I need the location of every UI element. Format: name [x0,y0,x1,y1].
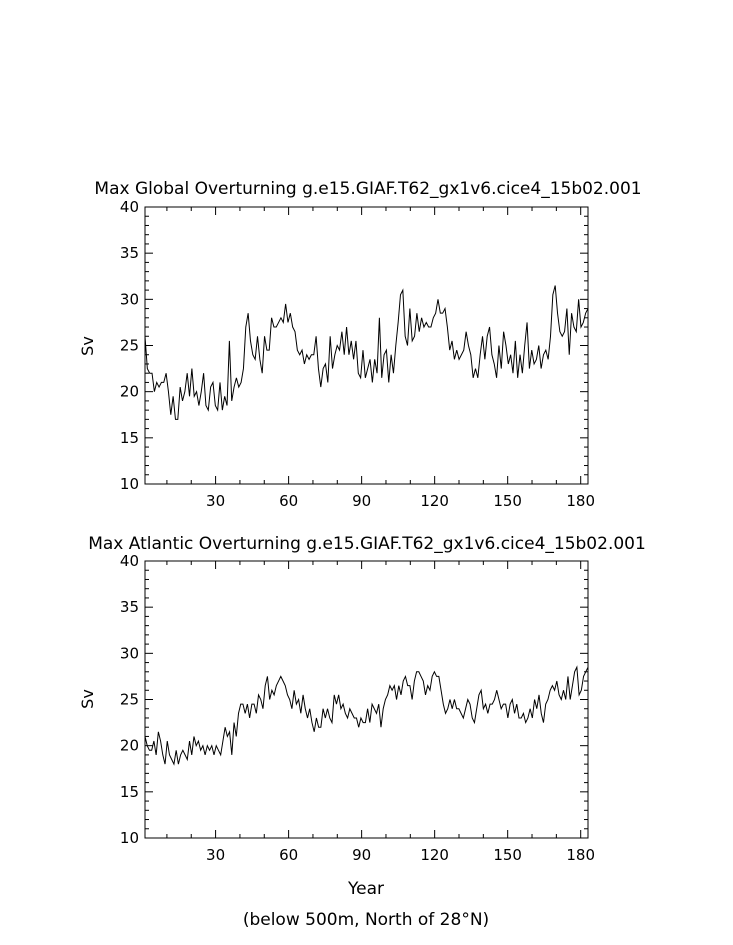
x-tick-label: 150 [493,492,522,510]
x-tick-label: 60 [279,492,298,510]
y-tick-label: 40 [120,552,139,570]
x-tick-label: 150 [493,846,522,864]
y-tick-labels: 10 15 20 25 30 35 40 [120,552,139,847]
y-tick-label: 20 [120,737,139,755]
atlantic-overturning-series-line [144,665,589,766]
axis-ticks [145,560,588,839]
y-tick-label: 35 [120,598,139,616]
plot-frame [144,206,589,485]
x-tick-label: 30 [206,846,225,864]
x-tick-label: 90 [352,846,371,864]
atlantic-overturning-panel: Max Atlantic Overturning g.e15.GIAF.T62_… [78,534,646,930]
x-axis-label: Year [347,879,384,899]
y-axis-label: Sv [78,336,97,356]
y-tick-label: 10 [120,475,139,493]
global-overturning-panel: Max Global Overturning g.e15.GIAF.T62_gx… [78,179,642,510]
axis-ticks [145,206,588,485]
x-tick-label: 90 [352,492,371,510]
y-tick-label: 30 [120,644,139,662]
chart-title: Max Global Overturning g.e15.GIAF.T62_gx… [94,179,641,199]
y-tick-label: 25 [120,337,139,355]
x-tick-label: 180 [566,492,595,510]
x-tick-label: 60 [279,846,298,864]
x-tick-label: 30 [206,492,225,510]
y-tick-label: 15 [120,783,139,801]
y-tick-label: 15 [120,429,139,447]
y-tick-label: 25 [120,691,139,709]
y-tick-label: 10 [120,829,139,847]
y-axis-label: Sv [78,689,97,709]
y-tick-label: 30 [120,290,139,308]
x-tick-labels: 30 60 90 120 150 180 [206,492,595,510]
y-tick-label: 40 [120,198,139,216]
chart-title: Max Atlantic Overturning g.e15.GIAF.T62_… [88,534,646,554]
x-tick-labels: 30 60 90 120 150 180 [206,846,595,864]
global-overturning-series-line [144,285,589,420]
y-tick-labels: 10 15 20 25 30 35 40 [120,198,139,493]
plot-frame [144,560,589,839]
y-tick-label: 20 [120,383,139,401]
x-tick-label: 180 [566,846,595,864]
y-tick-label: 35 [120,244,139,262]
x-tick-label: 120 [420,492,449,510]
x-tick-label: 120 [420,846,449,864]
chart-subtitle: (below 500m, North of 28°N) [243,910,489,930]
